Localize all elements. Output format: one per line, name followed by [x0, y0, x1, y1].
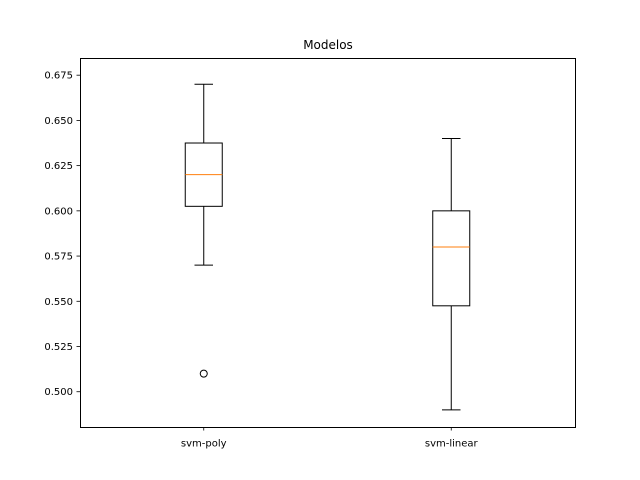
box-svm-linear [432, 137, 471, 411]
x-axis: svm-poly svm-linear [181, 427, 479, 450]
y-tick-label: 0.650 [44, 116, 73, 127]
outlier-point [199, 369, 208, 378]
chart-title: Modelos [303, 38, 353, 52]
iqr-box [432, 210, 471, 307]
y-axis: 0.500 0.525 0.550 0.575 0.600 0.625 0.650 0.675 [44, 71, 80, 398]
y-tick-label: 0.675 [44, 71, 73, 82]
y-tick-label: 0.550 [44, 297, 73, 308]
y-tick-label: 0.600 [44, 206, 73, 217]
y-tick-label: 0.575 [44, 252, 73, 263]
plot-area [184, 83, 471, 411]
x-tick-label: svm-poly [181, 439, 227, 450]
x-tick-label: svm-linear [425, 439, 479, 450]
y-tick-label: 0.525 [44, 342, 73, 353]
box-svm-poly [184, 83, 223, 378]
y-tick-label: 0.625 [44, 161, 73, 172]
axes-frame [80, 58, 576, 428]
y-tick-label: 0.500 [44, 387, 73, 398]
